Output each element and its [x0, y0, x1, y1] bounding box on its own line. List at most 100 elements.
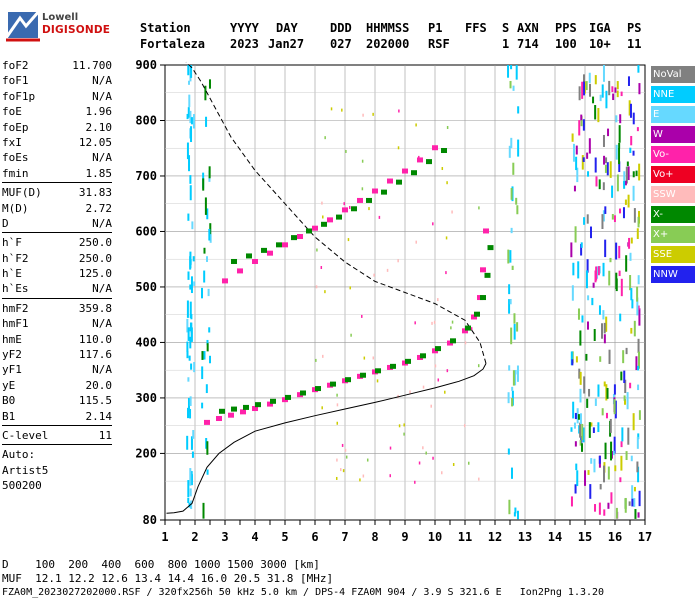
echo-point — [297, 234, 303, 240]
noise-echo — [579, 422, 582, 438]
param-value: N/A — [92, 317, 112, 331]
noise-echo — [610, 451, 613, 461]
noise-dot — [343, 202, 345, 206]
noise-dot — [348, 205, 351, 209]
noise-echo — [625, 255, 628, 272]
header-field: 027 — [330, 37, 352, 51]
noise-echo — [190, 117, 193, 125]
noise-echo — [592, 282, 595, 288]
param-label: B1 — [2, 409, 16, 423]
noise-echo — [638, 308, 641, 326]
noise-dot — [336, 403, 339, 407]
noise-dot — [362, 113, 364, 117]
noise-dot — [445, 236, 448, 240]
noise-echo — [609, 161, 612, 178]
noise-echo — [509, 298, 512, 305]
noise-echo — [603, 155, 606, 165]
logo-emblem-icon — [4, 9, 42, 42]
noise-echo — [628, 100, 631, 116]
noise-echo — [620, 278, 623, 297]
noise-echo — [615, 507, 618, 519]
noise-dot — [463, 424, 466, 428]
echo-point — [435, 346, 441, 352]
noise-echo — [576, 470, 579, 487]
noise-echo — [624, 180, 627, 186]
noise-dot — [418, 461, 421, 465]
noise-echo — [575, 356, 578, 363]
noise-echo — [188, 355, 191, 361]
noise-dot — [422, 446, 424, 450]
echo-point — [366, 197, 372, 203]
noise-echo — [630, 288, 633, 301]
noise-echo — [588, 422, 591, 438]
noise-echo — [611, 214, 614, 220]
noise-dot — [350, 333, 352, 337]
param-divider — [2, 182, 112, 184]
digisonde-logo: Lowell DIGISONDE — [0, 0, 135, 55]
noise-echo — [618, 125, 621, 143]
noise-dot — [362, 474, 365, 478]
noise-echo — [192, 256, 195, 262]
x-tick-label: 6 — [311, 530, 318, 544]
noise-echo — [512, 370, 515, 386]
noise-echo — [602, 134, 605, 147]
noise-echo — [601, 323, 604, 339]
echo-point — [375, 368, 381, 374]
noise-echo — [613, 215, 616, 223]
noise-dot — [320, 266, 323, 270]
noise-echo — [598, 455, 601, 464]
noise-echo — [629, 382, 632, 389]
noise-dot — [446, 126, 449, 130]
noise-echo — [186, 113, 189, 120]
noise-echo — [191, 451, 194, 458]
x-tick-label: 2 — [191, 530, 198, 544]
header-field: RSF — [428, 37, 450, 51]
noise-echo — [621, 427, 624, 442]
noise-echo — [607, 128, 610, 137]
param-row: hmF2 359.8 — [2, 301, 112, 316]
noise-echo — [605, 316, 608, 332]
noise-echo — [508, 499, 511, 515]
echo-point — [336, 214, 342, 220]
y-tick-label: 400 — [135, 335, 157, 349]
echo-point — [357, 197, 363, 203]
noise-echo — [631, 485, 634, 499]
noise-echo — [573, 422, 576, 429]
noise-echo — [190, 276, 193, 294]
echo-point — [222, 278, 228, 284]
noise-echo — [582, 81, 585, 96]
noise-echo — [632, 171, 635, 178]
noise-echo — [578, 368, 581, 379]
noise-echo — [631, 498, 634, 507]
noise-echo — [594, 398, 597, 406]
noise-echo — [189, 301, 192, 318]
noise-echo — [623, 171, 626, 185]
noise-dot — [446, 369, 449, 373]
noise-echo — [620, 371, 623, 381]
param-row: M(D) 2.72 — [2, 201, 112, 216]
noise-echo — [513, 313, 516, 324]
legend-item: E — [651, 106, 695, 123]
noise-echo — [595, 176, 598, 187]
noise-echo — [508, 284, 511, 295]
noise-echo — [603, 334, 606, 344]
noise-echo — [613, 436, 616, 454]
noise-echo — [187, 107, 190, 118]
logo-emblem-stroke — [4, 9, 42, 39]
noise-echo — [507, 392, 510, 404]
noise-echo — [615, 115, 618, 123]
noise-echo — [570, 242, 573, 258]
noise-echo — [583, 376, 586, 394]
noise-echo — [635, 170, 638, 176]
noise-echo — [632, 112, 635, 125]
noise-echo — [610, 441, 613, 453]
noise-echo — [208, 79, 211, 89]
noise-echo — [508, 299, 511, 314]
noise-echo — [587, 295, 590, 301]
topside-profile-extrapolation — [185, 61, 487, 364]
header-field: IGA — [589, 21, 611, 35]
noise-echo — [202, 502, 205, 519]
noise-echo — [577, 414, 580, 420]
header-field: Station — [140, 21, 191, 35]
noise-dot — [397, 146, 400, 150]
